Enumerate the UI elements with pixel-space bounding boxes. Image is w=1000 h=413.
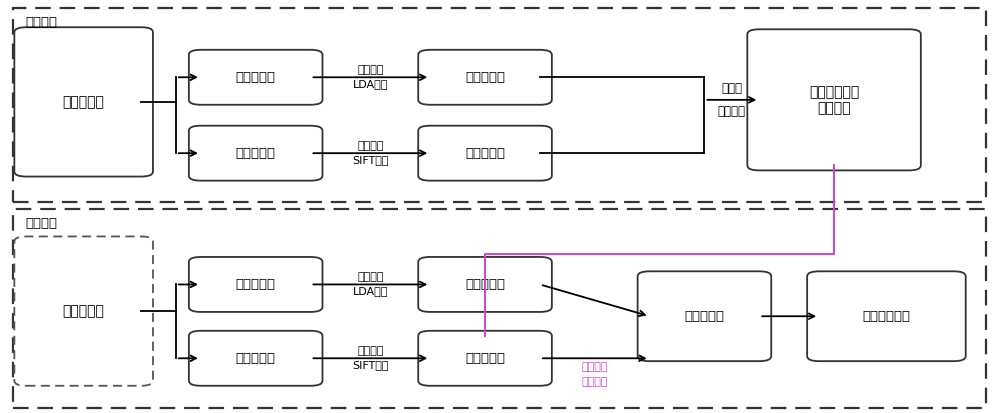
Text: 相似性度量: 相似性度量 — [684, 310, 724, 323]
Text: 子空间: 子空间 — [721, 82, 742, 95]
Bar — [13, 209, 986, 408]
FancyBboxPatch shape — [418, 331, 552, 386]
Text: 文本数据库: 文本数据库 — [236, 71, 276, 84]
FancyBboxPatch shape — [418, 50, 552, 105]
Text: 一子空间: 一子空间 — [581, 377, 608, 387]
Text: 学习两个特征
映射矩阵: 学习两个特征 映射矩阵 — [809, 85, 859, 115]
FancyBboxPatch shape — [747, 29, 921, 171]
Text: SIFT算法: SIFT算法 — [352, 360, 389, 370]
Text: 映射到同: 映射到同 — [581, 362, 608, 373]
Text: 相似匹配结果: 相似匹配结果 — [862, 310, 910, 323]
Text: 图片数据库: 图片数据库 — [236, 352, 276, 365]
Text: 特征描述: 特征描述 — [357, 346, 384, 356]
FancyBboxPatch shape — [14, 27, 153, 176]
Bar — [13, 7, 986, 202]
Text: 特征描述: 特征描述 — [357, 273, 384, 282]
FancyBboxPatch shape — [189, 331, 322, 386]
Text: 图片特征库: 图片特征库 — [465, 352, 505, 365]
Text: 测试样本库: 测试样本库 — [63, 304, 105, 318]
FancyBboxPatch shape — [189, 257, 322, 312]
Text: 图片数据库: 图片数据库 — [236, 147, 276, 160]
Text: 特征描述: 特征描述 — [357, 65, 384, 75]
Text: LDA算法: LDA算法 — [353, 79, 388, 89]
FancyBboxPatch shape — [807, 271, 966, 361]
FancyBboxPatch shape — [189, 126, 322, 180]
Text: LDA算法: LDA算法 — [353, 287, 388, 297]
Text: 训练样本库: 训练样本库 — [63, 95, 105, 109]
Text: 测试阶段: 测试阶段 — [25, 217, 57, 230]
Text: 文本特征库: 文本特征库 — [465, 71, 505, 84]
FancyBboxPatch shape — [418, 257, 552, 312]
FancyBboxPatch shape — [189, 50, 322, 105]
Text: 图片特征库: 图片特征库 — [465, 147, 505, 160]
FancyBboxPatch shape — [418, 126, 552, 180]
FancyBboxPatch shape — [638, 271, 771, 361]
Text: 训练阶段: 训练阶段 — [25, 16, 57, 29]
Text: 自步学习: 自步学习 — [718, 105, 746, 118]
Text: 文本数据库: 文本数据库 — [236, 278, 276, 291]
FancyBboxPatch shape — [14, 237, 153, 386]
Text: 文本特征库: 文本特征库 — [465, 278, 505, 291]
Text: SIFT算法: SIFT算法 — [352, 155, 389, 165]
Text: 特征描述: 特征描述 — [357, 141, 384, 151]
